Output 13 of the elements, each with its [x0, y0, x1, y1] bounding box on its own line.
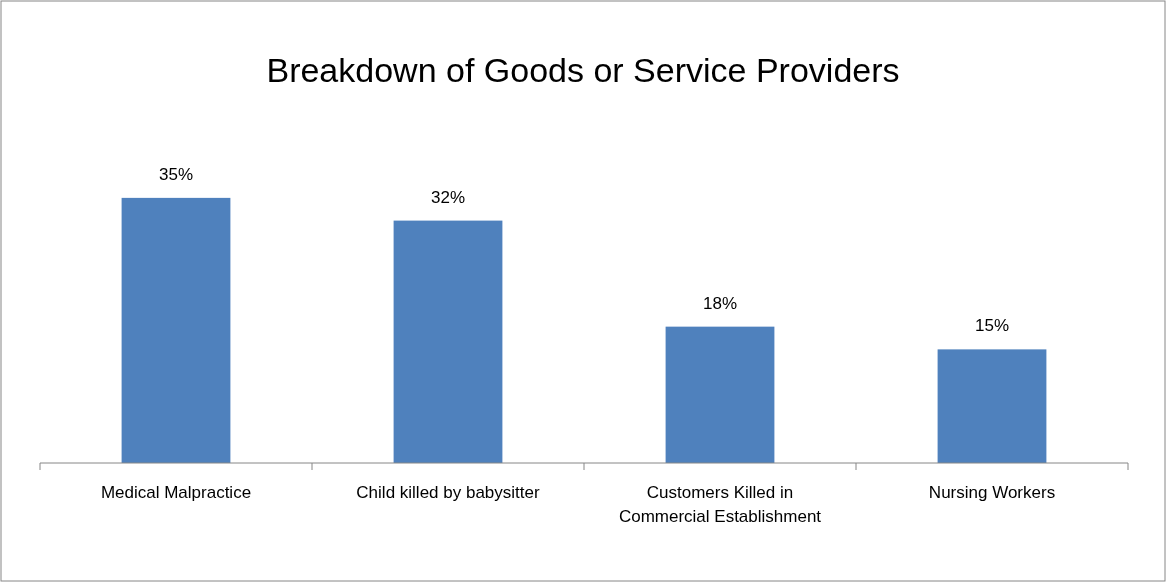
- chart-title: Breakdown of Goods or Service Providers: [266, 51, 900, 89]
- data-label: 35%: [158, 164, 194, 184]
- bar: [665, 326, 775, 463]
- bar: [393, 220, 503, 463]
- bar: [121, 197, 231, 463]
- x-tick-label: Customers Killed in Commercial Establishment: [618, 483, 822, 526]
- bar: [937, 349, 1047, 463]
- data-label: 32%: [430, 187, 466, 207]
- data-label: 15%: [974, 316, 1010, 336]
- x-tick-label: Medical Malpractice: [100, 483, 252, 502]
- data-label: 18%: [702, 293, 738, 313]
- x-tick-label: Child killed by babysitter: [356, 483, 540, 502]
- x-tick-label: Nursing Workers: [928, 483, 1056, 502]
